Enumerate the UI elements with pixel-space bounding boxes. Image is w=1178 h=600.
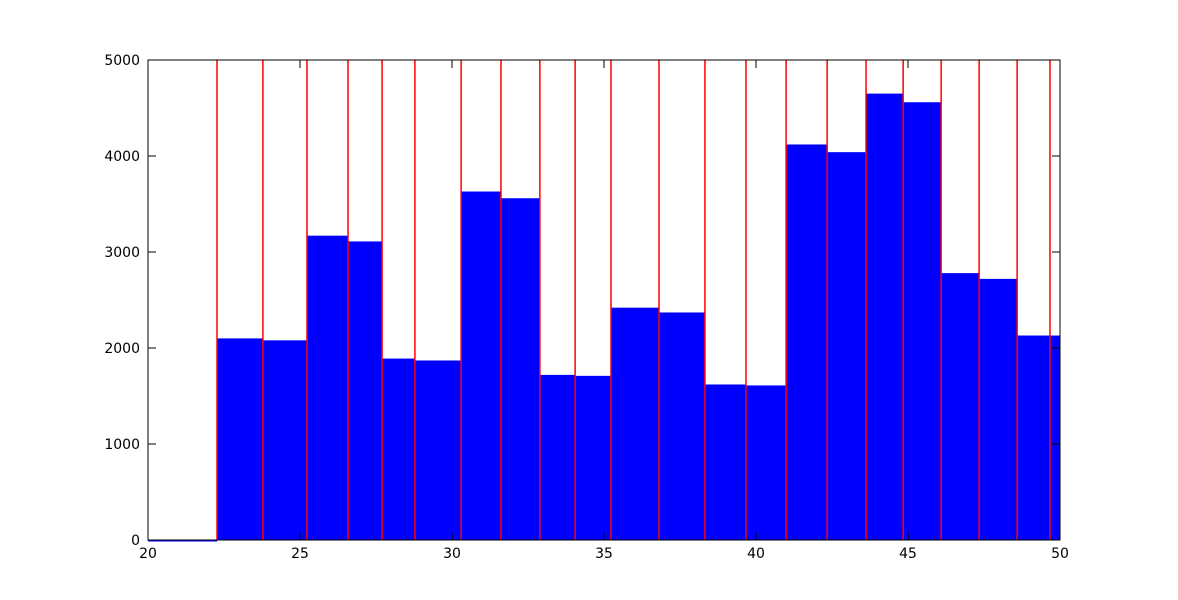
step — [1017, 335, 1060, 540]
y-tick-label: 3000 — [104, 245, 140, 261]
y-tick-label: 4000 — [104, 149, 140, 165]
x-tick-label: 50 — [1051, 546, 1069, 562]
step — [979, 278, 1018, 540]
step — [414, 360, 462, 540]
step — [659, 312, 705, 540]
y-tick-label: 2000 — [104, 341, 140, 357]
step — [827, 152, 867, 540]
x-tick-label: 40 — [747, 546, 765, 562]
step — [786, 144, 828, 541]
y-tick-label: 0 — [131, 533, 140, 549]
step — [306, 235, 349, 540]
step — [217, 338, 263, 540]
x-tick-label: 20 — [139, 546, 157, 562]
step — [500, 198, 540, 541]
step — [262, 340, 307, 540]
step — [539, 374, 576, 540]
x-tick-label: 25 — [291, 546, 309, 562]
step — [941, 273, 980, 540]
step — [903, 102, 942, 541]
step — [461, 191, 501, 540]
step — [866, 93, 904, 540]
step — [382, 358, 415, 540]
step — [610, 307, 660, 540]
y-tick-label: 1000 — [104, 437, 140, 453]
x-tick-label: 35 — [595, 546, 613, 562]
step — [348, 241, 383, 540]
x-tick-label: 30 — [443, 546, 461, 562]
step — [148, 540, 218, 542]
step — [745, 385, 787, 540]
x-tick-label: 45 — [899, 546, 917, 562]
step — [575, 375, 611, 540]
y-tick-label: 5000 — [104, 53, 140, 69]
step — [704, 384, 746, 540]
